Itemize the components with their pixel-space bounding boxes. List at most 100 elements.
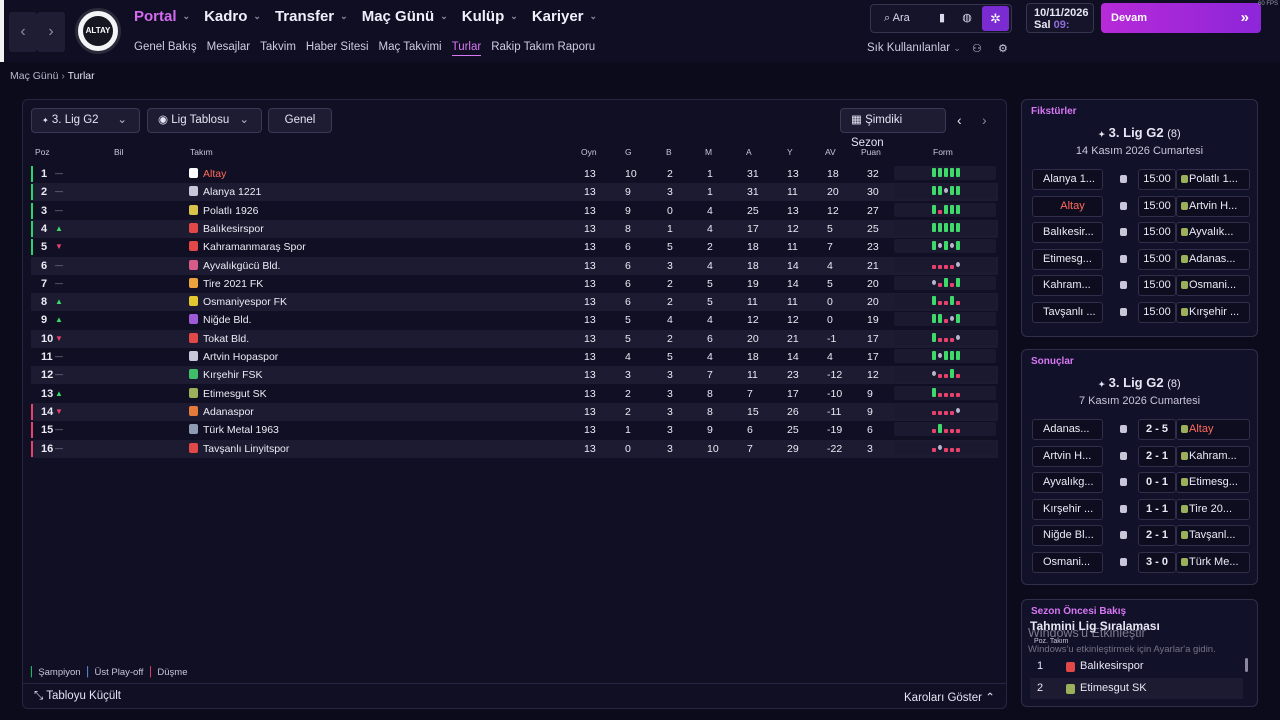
continue-button[interactable]: Devam » <box>1101 3 1261 33</box>
match-line[interactable]: Etimesg... 15:00 Adanas... <box>1032 248 1250 270</box>
away-team[interactable]: Tire 20... <box>1176 498 1250 520</box>
score[interactable]: 0 - 1 <box>1138 472 1176 494</box>
bookmark-icon[interactable]: ▮ <box>938 12 946 24</box>
table-row[interactable]: 4 ▲ Balıkesirspor 13 8 1 4 17 12 5 25 <box>31 219 998 238</box>
table-row[interactable]: 16— Tavşanlı Linyitspor 13 0 3 10 7 29 -22 3 <box>31 439 998 458</box>
table-row[interactable]: 13 ▲ Etimesgut SK 13 2 3 8 7 17 -10 9 <box>31 385 998 403</box>
date-display[interactable]: 10/11/2026 Sal 09: <box>1026 3 1094 33</box>
score[interactable]: 1 - 1 <box>1138 498 1176 520</box>
subnav-item-0[interactable]: Genel Bakış <box>134 41 197 53</box>
away-team[interactable]: Polatlı 1... <box>1176 169 1250 190</box>
home-team[interactable]: Osmani... <box>1032 552 1103 573</box>
kickoff-time[interactable]: 15:00 <box>1138 248 1176 270</box>
table-row[interactable]: 5 ▼ Kahramanmaraş Spor 13 6 5 2 18 11 7 23 <box>31 238 998 256</box>
header-team[interactable]: Takım <box>190 147 213 157</box>
match-line[interactable]: Altay 15:00 Artvin H... <box>1032 195 1250 217</box>
show-squads-button[interactable]: Karoları Göster ⌃ <box>904 690 995 704</box>
home-team[interactable]: Kırşehir ... <box>1032 498 1103 520</box>
header-gf[interactable]: A <box>746 147 752 157</box>
away-team[interactable]: Kırşehir ... <box>1176 302 1250 323</box>
nav-item-2[interactable]: Transfer ⌄ <box>275 8 348 25</box>
scope-button[interactable]: Genel <box>268 108 332 133</box>
table-row[interactable]: 11— Artvin Hopaspor 13 4 5 4 18 14 4 17 <box>31 348 998 366</box>
score[interactable]: 2 - 5 <box>1138 419 1176 440</box>
header-ga[interactable]: Y <box>787 147 793 157</box>
team-cell[interactable]: Polatlı 1926 <box>189 202 258 220</box>
team-cell[interactable]: Artvin Hopaspor <box>189 348 278 366</box>
breadcrumb-parent[interactable]: Maç Günü <box>10 70 59 82</box>
team-cell[interactable]: Ayvalıkgücü Bld. <box>189 257 280 275</box>
match-line[interactable]: Kahram... 15:00 Osmani... <box>1032 275 1250 297</box>
preseason-row[interactable]: 1 Balıkesirspor <box>1030 656 1243 677</box>
kickoff-time[interactable]: 15:00 <box>1138 169 1176 190</box>
table-row[interactable]: 12— Kırşehir FSK 13 3 3 7 11 23 -12 12 <box>31 366 998 385</box>
table-row[interactable]: 10 ▼ Tokat Bld. 13 5 2 6 20 21 -1 17 <box>31 329 998 348</box>
team-cell[interactable]: Tire 2021 FK <box>189 275 263 293</box>
away-team[interactable]: Etimesg... <box>1176 472 1250 494</box>
season-button[interactable]: ▦ Şimdiki Sezon <box>840 108 946 149</box>
header-gd[interactable]: AV <box>825 147 836 157</box>
subnav-item-4[interactable]: Maç Takvimi <box>378 41 442 53</box>
league-select[interactable]: ✦ 3. Lig G2 ⌄ <box>31 108 140 133</box>
next-season-icon[interactable]: › <box>982 112 987 128</box>
table-row[interactable]: 1 — Altay 13 10 2 1 31 13 18 32 <box>31 165 998 183</box>
team-cell[interactable]: Tokat Bld. <box>189 330 249 348</box>
score[interactable]: 3 - 0 <box>1138 552 1176 573</box>
away-team[interactable]: Türk Me... <box>1176 552 1250 573</box>
back-button[interactable]: ‹ <box>9 12 37 52</box>
home-team[interactable]: Etimesg... <box>1032 248 1103 270</box>
nav-item-1[interactable]: Kadro ⌄ <box>204 8 261 25</box>
nav-item-3[interactable]: Maç Günü ⌄ <box>362 8 448 25</box>
header-info[interactable]: Bil <box>114 147 124 157</box>
team-cell[interactable]: Osmaniyespor FK <box>189 293 287 311</box>
preseason-title[interactable]: Sezon Öncesi Bakış <box>1031 606 1127 617</box>
results-title[interactable]: Sonuçlar <box>1031 356 1074 367</box>
table-row[interactable]: 3 — Polatlı 1926 13 9 0 4 25 13 12 27 <box>31 202 998 220</box>
match-line[interactable]: Tavşanlı ... 15:00 Kırşehir ... <box>1032 302 1250 323</box>
team-cell[interactable]: Balıkesirspor <box>189 220 264 238</box>
table-row[interactable]: 7 — Tire 2021 FK 13 6 2 5 19 14 5 20 <box>31 275 998 293</box>
settings-gear-icon[interactable]: ✲ <box>982 6 1009 31</box>
match-line[interactable]: Alanya 1... 15:00 Polatlı 1... <box>1032 169 1250 190</box>
header-pos[interactable]: Poz <box>35 147 50 157</box>
subnav-item-5[interactable]: Turlar <box>451 41 482 56</box>
home-team[interactable]: Kahram... <box>1032 275 1103 297</box>
search-button[interactable]: ⌕ Ara <box>884 12 910 24</box>
match-line[interactable]: Artvin H... 2 - 1 Kahram... <box>1032 445 1250 467</box>
match-line[interactable]: Osmani... 3 - 0 Türk Me... <box>1032 552 1250 573</box>
kickoff-time[interactable]: 15:00 <box>1138 195 1176 217</box>
match-line[interactable]: Adanas... 2 - 5 Altay <box>1032 419 1250 440</box>
kickoff-time[interactable]: 15:00 <box>1138 222 1176 244</box>
subnav-item-6[interactable]: Rakip Takım Raporu <box>491 41 596 53</box>
kickoff-time[interactable]: 15:00 <box>1138 275 1176 297</box>
header-lost[interactable]: M <box>705 147 713 157</box>
score[interactable]: 2 - 1 <box>1138 445 1176 467</box>
match-line[interactable]: Balıkesir... 15:00 Ayvalık... <box>1032 222 1250 244</box>
table-row[interactable]: 2— Alanya 1221 13 9 3 1 31 11 20 30 <box>31 183 998 202</box>
view-select[interactable]: ◉ Lig Tablosu ⌄ <box>147 108 262 133</box>
score[interactable]: 2 - 1 <box>1138 525 1176 547</box>
subnav-item-2[interactable]: Takvim <box>260 41 296 53</box>
header-played[interactable]: Oyn <box>581 147 597 157</box>
team-cell[interactable]: Türk Metal 1963 <box>189 421 279 439</box>
subnav-item-1[interactable]: Mesajlar <box>206 41 251 53</box>
preseason-row[interactable]: 2 Etimesgut SK <box>1030 678 1243 699</box>
match-line[interactable]: Ayvalıkg... 0 - 1 Etimesg... <box>1032 472 1250 494</box>
prev-season-icon[interactable]: ‹ <box>957 112 962 128</box>
home-team[interactable]: Alanya 1... <box>1032 169 1103 190</box>
subnav-item-3[interactable]: Haber Sitesi <box>305 41 369 53</box>
home-team[interactable]: Altay <box>1032 195 1103 217</box>
home-team[interactable]: Adanas... <box>1032 419 1103 440</box>
table-row[interactable]: 14 ▼ Adanaspor 13 2 3 8 15 26 -11 9 <box>31 402 998 421</box>
shrink-table-button[interactable]: ⤡ Tabloyu Küçült <box>34 690 121 703</box>
team-cell[interactable]: Kahramanmaraş Spor <box>189 238 306 256</box>
home-team[interactable]: Niğde Bl... <box>1032 525 1103 547</box>
team-cell[interactable]: Altay <box>189 165 226 183</box>
away-team[interactable]: Artvin H... <box>1176 195 1250 217</box>
team-cell[interactable]: Etimesgut SK <box>189 385 267 403</box>
kickoff-time[interactable]: 15:00 <box>1138 302 1176 323</box>
home-team[interactable]: Balıkesir... <box>1032 222 1103 244</box>
club-crest[interactable]: ALTAY <box>75 8 121 54</box>
preseason-scrollbar[interactable] <box>1245 658 1248 672</box>
table-row[interactable]: 8 ▲ Osmaniyespor FK 13 6 2 5 11 11 0 20 <box>31 293 998 312</box>
